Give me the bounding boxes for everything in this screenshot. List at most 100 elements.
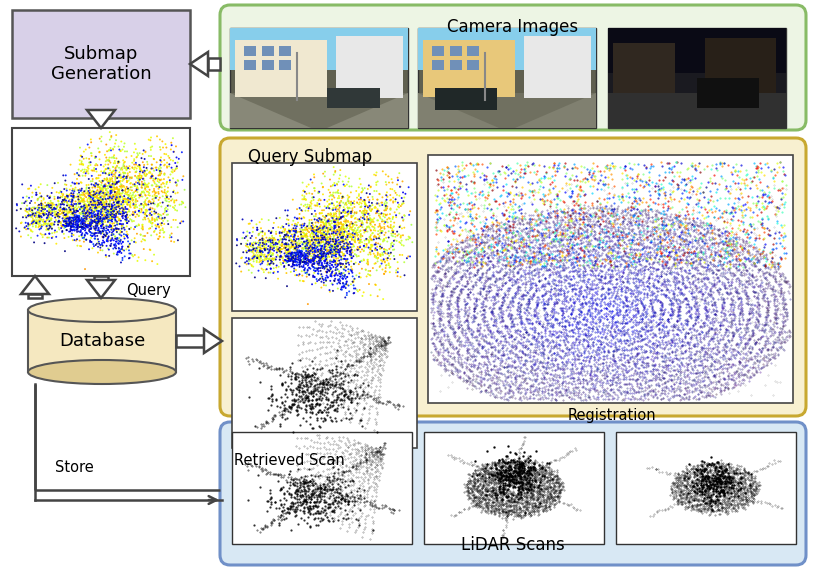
Point [371, 292, 384, 301]
Point [330, 229, 343, 239]
Point [83, 193, 96, 202]
Point [37, 209, 50, 219]
Point [28, 217, 41, 226]
Point [347, 277, 360, 287]
Point [329, 209, 342, 218]
Point [386, 185, 399, 194]
Point [92, 217, 105, 226]
Point [104, 236, 117, 245]
Point [347, 228, 360, 237]
Point [350, 251, 363, 260]
Point [300, 259, 313, 268]
Point [317, 241, 330, 250]
Point [342, 267, 355, 276]
Point [388, 186, 401, 196]
Point [328, 245, 341, 255]
Point [304, 243, 317, 252]
Point [372, 211, 385, 220]
Point [359, 196, 372, 205]
Point [307, 251, 320, 260]
Point [391, 231, 404, 240]
Point [281, 232, 294, 241]
Point [274, 247, 287, 256]
Point [299, 252, 312, 261]
Point [319, 244, 332, 253]
Point [142, 217, 155, 227]
Point [378, 219, 391, 228]
Point [348, 229, 361, 239]
Point [367, 225, 380, 235]
Point [55, 189, 68, 198]
Point [90, 204, 103, 213]
Point [313, 276, 326, 285]
Point [178, 185, 191, 194]
Point [360, 208, 373, 217]
Point [243, 247, 256, 256]
Point [155, 186, 168, 196]
Point [306, 234, 319, 243]
Point [102, 236, 115, 245]
Point [123, 200, 136, 209]
Point [384, 205, 397, 214]
Point [266, 254, 279, 263]
Point [241, 240, 254, 249]
Point [335, 218, 348, 227]
Point [85, 201, 98, 210]
Point [80, 193, 93, 202]
Point [154, 160, 167, 169]
Point [304, 222, 317, 231]
Point [39, 198, 52, 207]
Point [262, 255, 275, 264]
Point [288, 261, 301, 270]
Point [106, 168, 119, 177]
Point [117, 223, 130, 232]
Point [254, 244, 267, 253]
Point [121, 196, 134, 205]
Point [379, 198, 392, 208]
Point [274, 244, 287, 253]
Point [46, 233, 59, 243]
Point [305, 209, 318, 219]
Point [120, 194, 133, 204]
Point [63, 207, 76, 216]
Point [51, 193, 64, 202]
Point [131, 174, 144, 183]
Point [107, 144, 120, 153]
Point [113, 192, 126, 201]
Point [78, 217, 91, 226]
Point [327, 210, 340, 219]
Point [99, 196, 112, 205]
Point [267, 234, 280, 243]
Point [297, 195, 310, 204]
Point [303, 243, 316, 252]
Point [322, 202, 335, 212]
Point [321, 231, 334, 240]
Point [336, 232, 349, 241]
Point [158, 169, 171, 178]
Point [105, 174, 118, 183]
Point [245, 232, 258, 241]
Point [84, 192, 97, 201]
Point [139, 185, 152, 194]
Point [321, 268, 334, 277]
Point [37, 209, 50, 219]
Point [77, 189, 90, 198]
Point [392, 268, 405, 277]
Point [345, 253, 358, 263]
Point [80, 165, 93, 174]
Point [66, 196, 79, 205]
Point [156, 192, 169, 201]
Point [313, 274, 326, 283]
Point [282, 233, 295, 242]
Point [279, 252, 292, 261]
Point [54, 202, 67, 212]
Point [89, 203, 102, 212]
Point [89, 205, 102, 214]
Point [267, 236, 280, 245]
Point [83, 143, 96, 152]
Point [258, 229, 271, 238]
Point [258, 230, 271, 239]
Point [305, 221, 318, 231]
Point [103, 170, 116, 179]
Point [294, 241, 307, 251]
